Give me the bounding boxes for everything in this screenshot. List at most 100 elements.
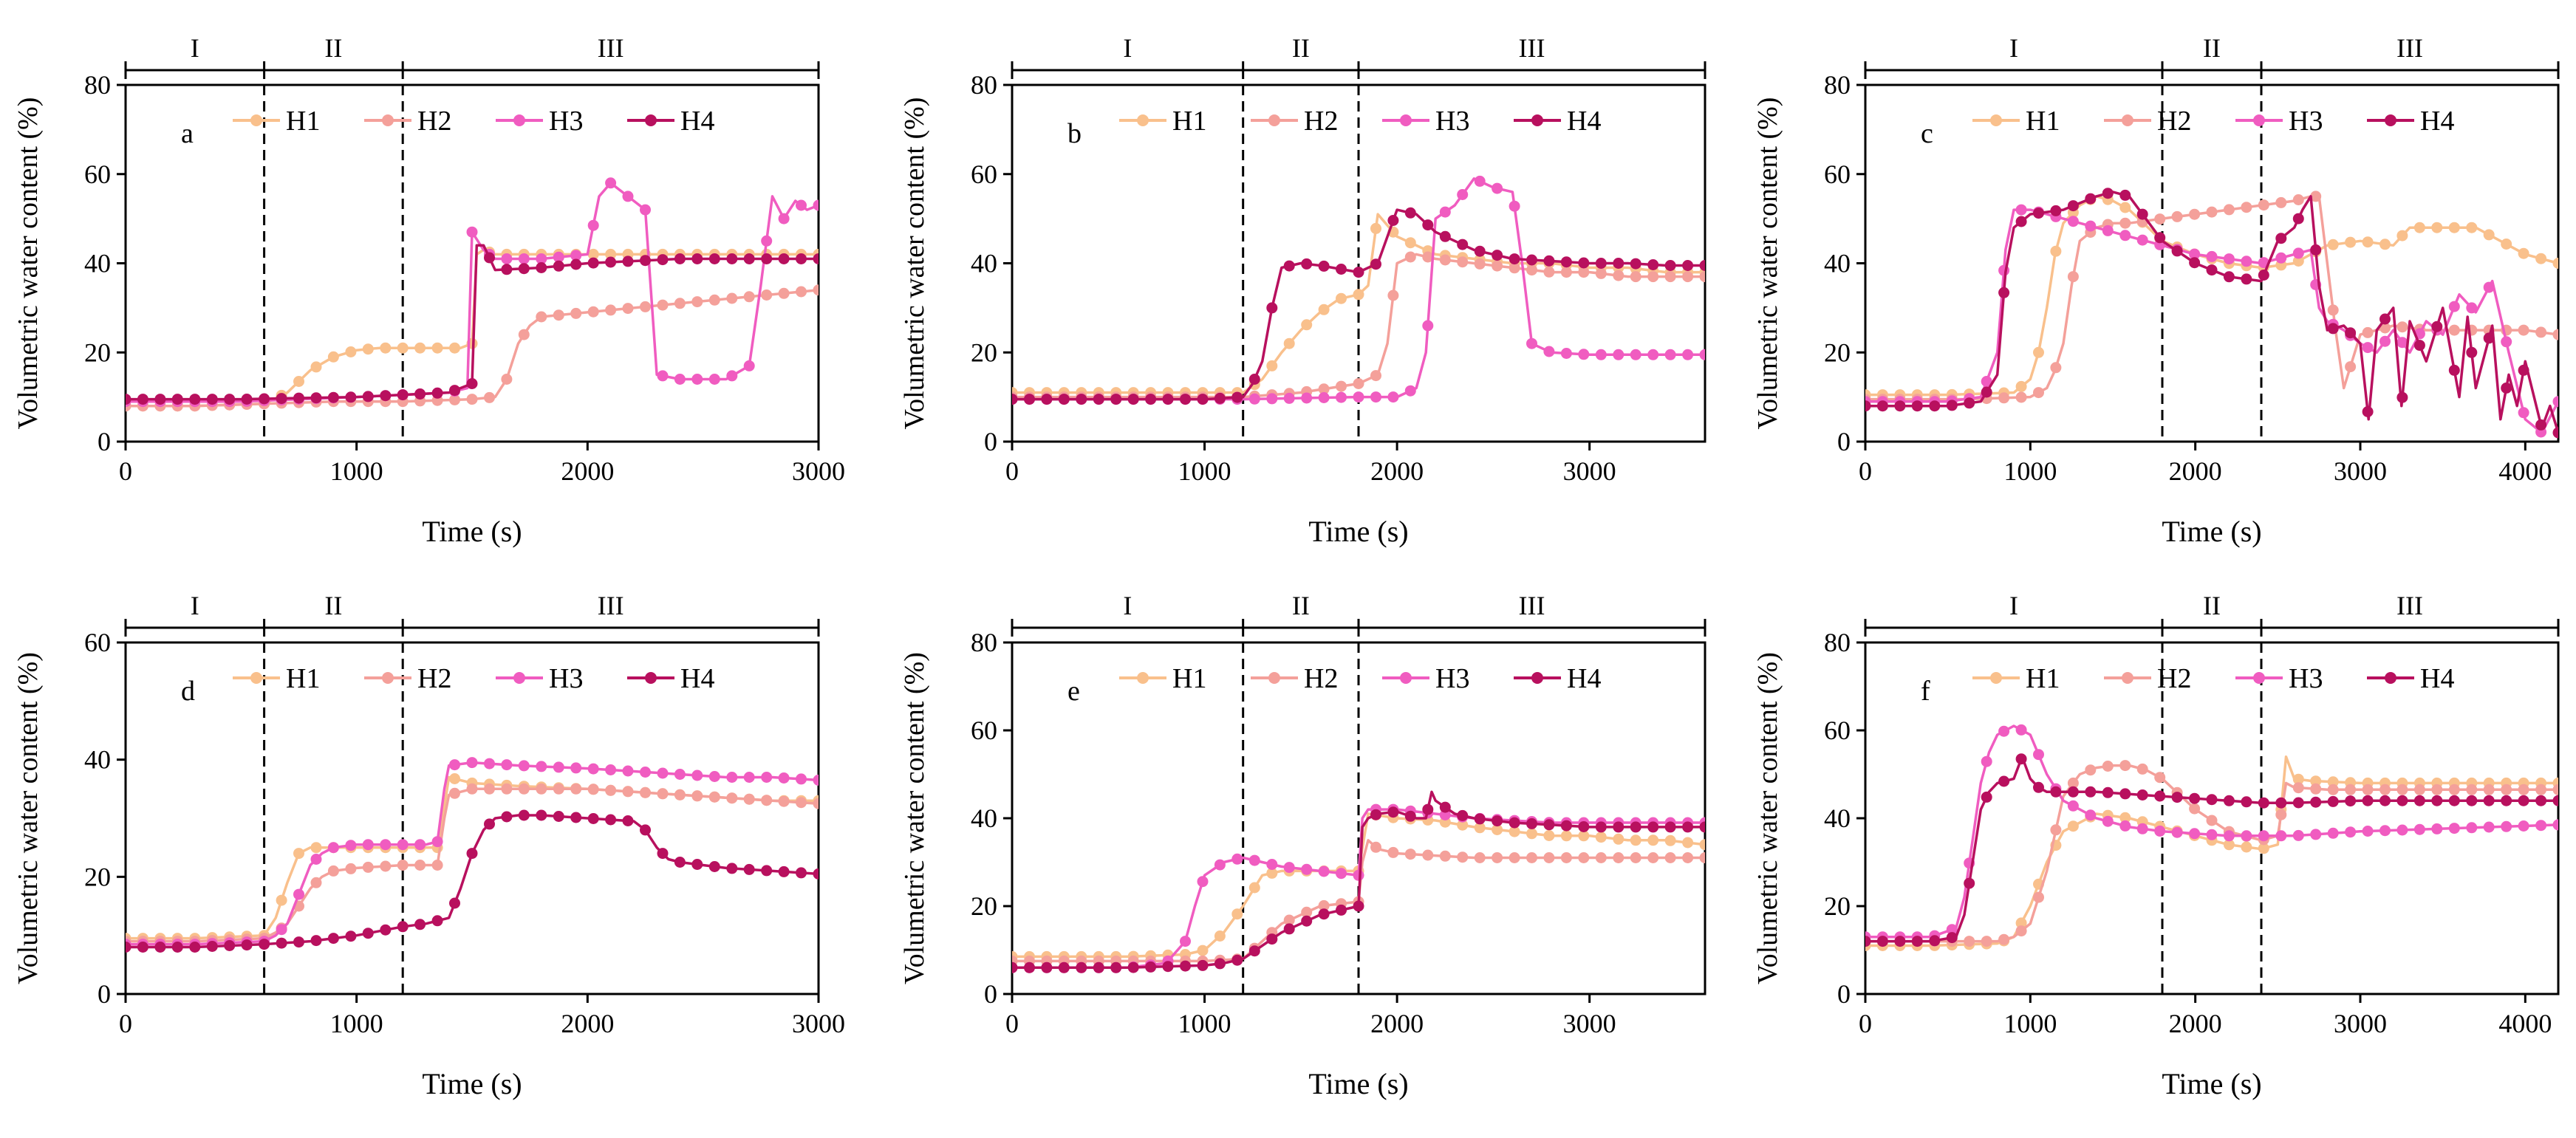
marker-H3 <box>2085 220 2097 232</box>
marker-H2 <box>2362 326 2374 338</box>
marker-H1 <box>2413 222 2425 233</box>
marker-H3 <box>2292 247 2304 259</box>
marker-H1 <box>2552 258 2558 269</box>
marker-H2 <box>1474 258 1486 270</box>
marker-H4 <box>501 264 513 275</box>
marker-H4 <box>1630 821 1641 833</box>
marker-H3 <box>2206 829 2218 840</box>
marker-H3 <box>1353 391 1364 403</box>
marker-H2 <box>1422 849 1434 861</box>
marker-H3 <box>1630 349 1641 360</box>
marker-H3 <box>2119 230 2131 241</box>
marker-H4 <box>2345 327 2357 339</box>
marker-H4 <box>1058 962 1070 973</box>
marker-H1 <box>2379 239 2391 250</box>
marker-H4 <box>2241 796 2252 808</box>
marker-H4 <box>2552 427 2558 439</box>
marker-H3 <box>2275 830 2287 842</box>
marker-H2 <box>1613 270 1624 281</box>
marker-H3 <box>2102 224 2114 236</box>
marker-H4 <box>1509 817 1520 829</box>
marker-H2 <box>2292 782 2304 794</box>
legend-marker-H2 <box>1268 672 1280 684</box>
marker-H3 <box>2396 337 2408 349</box>
marker-H3 <box>1283 862 1295 874</box>
x-tick-label: 3000 <box>2334 456 2387 486</box>
marker-H2 <box>2033 891 2044 903</box>
marker-H4 <box>1457 809 1469 821</box>
marker-H4 <box>2136 208 2148 220</box>
marker-H4 <box>2015 216 2027 227</box>
marker-H2 <box>743 291 755 303</box>
phase-label: I <box>191 591 199 620</box>
marker-H4 <box>2206 264 2218 276</box>
marker-H4 <box>171 942 183 953</box>
legend-label-H2: H2 <box>417 663 451 694</box>
x-tick-label: 2000 <box>1370 456 1424 486</box>
marker-H1 <box>414 342 426 354</box>
x-axis-label: Time (s) <box>2162 515 2261 548</box>
marker-H4 <box>293 392 304 404</box>
marker-H3 <box>1543 346 1555 357</box>
marker-H4 <box>1422 803 1434 815</box>
marker-H4 <box>2241 273 2252 285</box>
legend-marker-H4 <box>645 114 657 126</box>
marker-H2 <box>2448 324 2460 336</box>
x-tick-label: 4000 <box>2498 456 2552 486</box>
marker-H4 <box>1076 962 1087 973</box>
marker-H4 <box>2379 313 2391 325</box>
marker-H1 <box>2015 380 2027 392</box>
legend-marker-H2 <box>1268 114 1280 126</box>
marker-H2 <box>796 286 807 298</box>
x-tick-label: 3000 <box>792 1009 845 1038</box>
y-tick-label: 0 <box>1837 427 1851 456</box>
marker-H4 <box>189 942 201 953</box>
legend-marker-H2 <box>382 672 394 684</box>
marker-H1 <box>1682 837 1694 849</box>
marker-H3 <box>674 769 686 780</box>
marker-H1 <box>2033 346 2044 358</box>
phase-label: III <box>1519 591 1545 620</box>
x-axis-label: Time (s) <box>2162 1067 2261 1100</box>
marker-H1 <box>431 342 443 354</box>
marker-H4 <box>1012 962 1018 973</box>
marker-H2 <box>1457 256 1469 268</box>
marker-H4 <box>1012 394 1018 405</box>
marker-H3 <box>2136 234 2148 246</box>
marker-H3 <box>1197 876 1209 888</box>
marker-H4 <box>2102 188 2114 199</box>
marker-H2 <box>743 793 755 805</box>
marker-H2 <box>2379 322 2391 334</box>
marker-H2 <box>778 287 790 299</box>
marker-H3 <box>2345 826 2357 838</box>
marker-H2 <box>2275 809 2287 820</box>
marker-H3 <box>2396 824 2408 836</box>
marker-H2 <box>466 783 478 795</box>
legend-label-H4: H4 <box>680 663 714 694</box>
marker-H4 <box>466 848 478 860</box>
marker-H4 <box>414 919 426 930</box>
legend-label-H4: H4 <box>2420 106 2454 137</box>
marker-H2 <box>1439 254 1451 266</box>
marker-H1 <box>449 342 460 354</box>
y-tick-label: 60 <box>971 716 997 745</box>
marker-H3 <box>536 761 547 772</box>
marker-H2 <box>1964 936 1975 947</box>
marker-H2 <box>397 860 409 871</box>
marker-H4 <box>1197 394 1209 405</box>
marker-H4 <box>380 390 392 402</box>
marker-H3 <box>1664 349 1676 360</box>
marker-H1 <box>1492 824 1503 835</box>
panel-label: a <box>181 118 194 149</box>
panel-label: d <box>181 676 195 707</box>
y-tick-label: 80 <box>971 70 997 100</box>
marker-H2 <box>1543 266 1555 278</box>
marker-H2 <box>2275 196 2287 208</box>
marker-H2 <box>691 790 703 802</box>
marker-H2 <box>587 784 599 795</box>
legend-marker-H4 <box>645 672 657 684</box>
x-tick-label: 2000 <box>561 456 614 486</box>
marker-H4 <box>587 813 599 824</box>
marker-H4 <box>310 935 322 947</box>
